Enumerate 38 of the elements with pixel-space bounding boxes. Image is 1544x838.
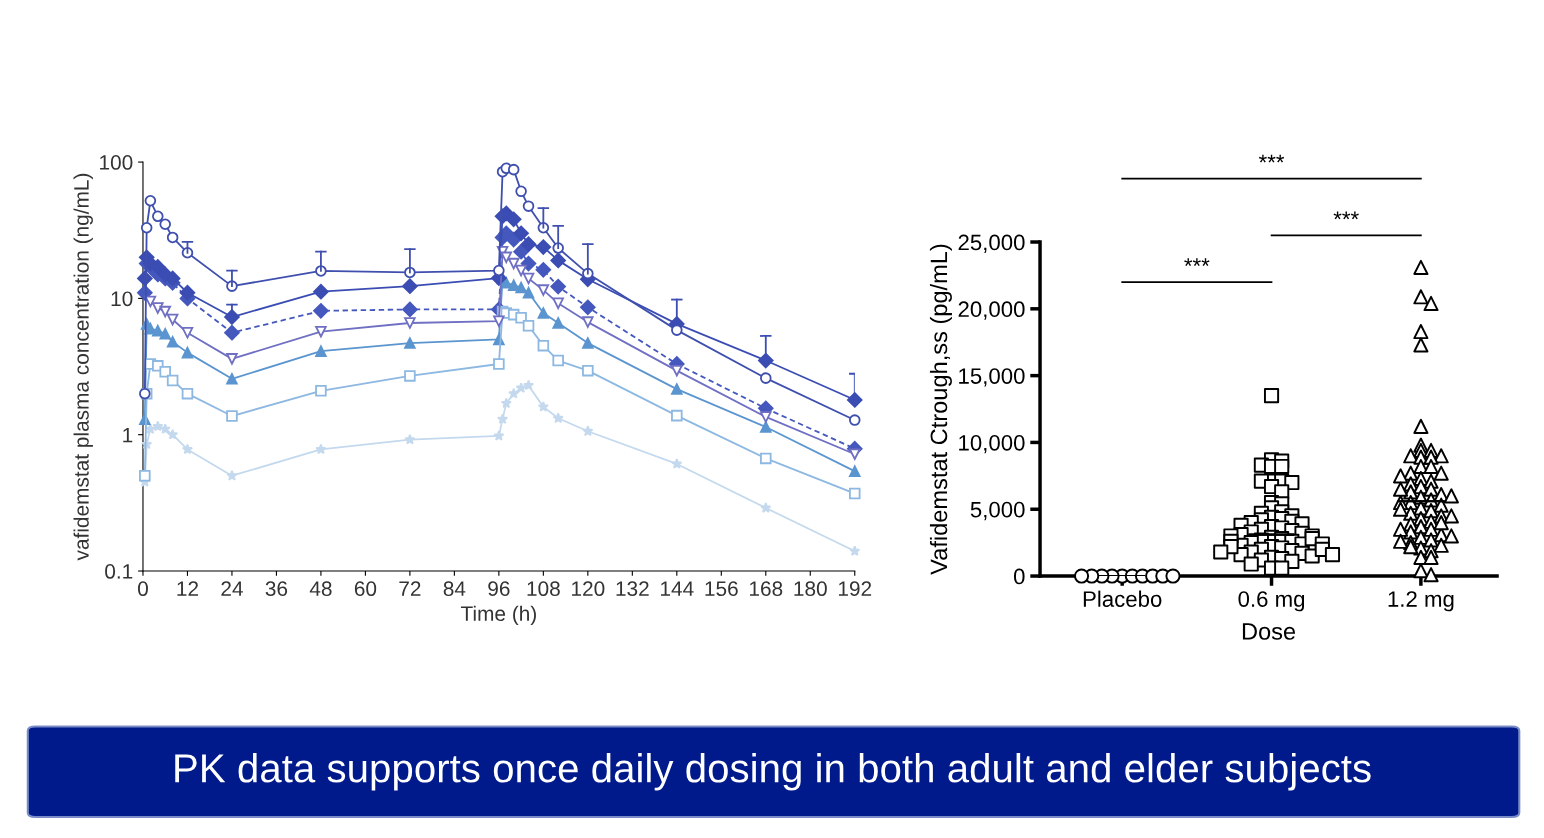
y-tick-label: 0 [1013,568,1025,585]
x-axis-title: Time (h) [460,605,536,626]
x-tick-label: 24 [221,581,243,596]
x-tick-label: 120 [572,581,605,597]
x-tick-label: 12 [177,581,198,596]
annotation: *** [1184,258,1210,266]
x-tick-label: 0.6 mg [1238,591,1305,612]
x-tick-label: 1.2 mg [1388,591,1454,612]
x-tick-label: 96 [488,581,510,597]
y-tick-label: 25,000 [958,234,1025,253]
x-tick-label: 156 [705,581,738,597]
x-tick-label: 180 [794,581,827,597]
x-axis-title: Dose [1242,623,1296,640]
x-tick-label: 36 [265,581,288,597]
text: *** [1258,154,1285,163]
y-tick-label: 10 [111,291,133,307]
x-tick-label: 60 [354,581,377,597]
x-tick-label: 144 [661,581,694,596]
x-tick-label: 48 [309,581,332,597]
x-tick-label: Placebo [1083,590,1162,607]
y-tick-label: 0.1 [105,564,133,579]
x-tick-label: 84 [443,581,466,597]
y-tick-label: 5,000 [970,501,1025,521]
y-tick-label: 100 [100,155,133,170]
text: *** [1333,211,1359,220]
x-tick-label: 72 [399,581,421,596]
y-axis-title: vafidemstat plasma concentration (ng/mL) [73,173,93,561]
x-tick-label: 132 [616,581,649,597]
x-tick-label: 108 [527,581,560,597]
x-tick-label: 168 [750,581,783,597]
y-tick-label: 1 [123,427,133,443]
text: PK data supports once daily dosing in both adult and elder subjects [175,753,1371,791]
y-tick-label: 10,000 [959,434,1025,454]
y-tick-label: 20,000 [958,301,1025,320]
y-tick-label: 15,000 [959,368,1025,387]
y-axis-title: Vafidemstat Ctrough,ss (pg/mL) [929,244,952,575]
x-tick-label: 0 [138,581,148,597]
x-tick-label: 192 [838,581,872,597]
